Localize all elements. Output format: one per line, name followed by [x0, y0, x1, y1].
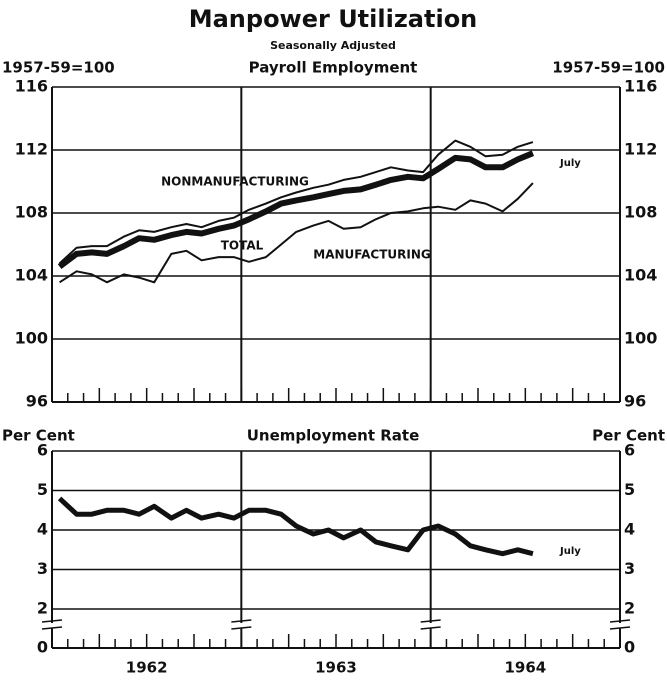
- y-tick-label: 104: [15, 266, 48, 285]
- y-axis-label: 1957-59=100: [2, 59, 115, 77]
- axis-break: [420, 626, 441, 630]
- axis-break: [41, 619, 63, 623]
- y-tick-label: 108: [15, 203, 48, 222]
- chart-subtitle: Seasonally Adjusted: [270, 39, 396, 52]
- y-axis-label: Per Cent: [2, 427, 75, 445]
- series-line: [57, 496, 534, 557]
- y-tick-label: 6: [37, 441, 48, 460]
- y-tick-label: 4: [37, 520, 48, 539]
- axis-break: [231, 626, 252, 630]
- y-tick-label: 3: [37, 559, 48, 578]
- series-line: [57, 150, 535, 270]
- y2-tick-label: 108: [624, 203, 657, 222]
- series-label: TOTAL: [221, 239, 264, 253]
- y2-tick-label: 100: [624, 329, 657, 348]
- series-line: [58, 139, 534, 265]
- y2-tick-label: 116: [624, 77, 657, 96]
- x-tick-label: 1963: [315, 659, 357, 677]
- y-tick-label: 116: [15, 77, 48, 96]
- annotation: July: [559, 158, 581, 169]
- axis-break: [420, 619, 441, 623]
- series-label: MANUFACTURING: [313, 248, 430, 262]
- annotation: July: [559, 546, 581, 557]
- y2-tick-label: 0: [624, 638, 635, 657]
- x-tick-label: 1964: [504, 659, 546, 677]
- axis-break: [611, 623, 629, 628]
- series-line: [59, 182, 534, 284]
- axis-break: [231, 619, 252, 623]
- y2-tick-label: 3: [624, 559, 635, 578]
- y2-tick-label: 4: [624, 520, 635, 539]
- series-label: NONMANUFACTURING: [161, 175, 309, 189]
- axis-break: [232, 623, 251, 628]
- axis-break: [609, 626, 631, 630]
- y2-tick-label: 96: [624, 392, 646, 411]
- y-tick-label: 2: [37, 599, 48, 618]
- y2-axis-label: Per Cent: [592, 427, 665, 445]
- y2-tick-label: 2: [624, 599, 635, 618]
- y-tick-label: 5: [37, 480, 48, 499]
- y2-axis-label: 1957-59=100: [552, 59, 665, 77]
- axis-break: [421, 623, 440, 628]
- y-tick-label: 112: [15, 140, 48, 159]
- x-tick-label: 1962: [126, 659, 168, 677]
- y-tick-label: 96: [26, 392, 48, 411]
- y2-tick-label: 6: [624, 441, 635, 460]
- axis-break: [41, 626, 63, 630]
- y2-tick-label: 104: [624, 266, 657, 285]
- y2-tick-label: 5: [624, 480, 635, 499]
- y-tick-label: 100: [15, 329, 48, 348]
- chart-title: Manpower Utilization: [189, 5, 478, 33]
- panel-title: Payroll Employment: [249, 59, 418, 77]
- axis-break: [609, 619, 631, 623]
- axis-break: [43, 623, 61, 628]
- y-tick-label: 0: [37, 638, 48, 657]
- panel-title: Unemployment Rate: [247, 427, 420, 445]
- y2-tick-label: 112: [624, 140, 657, 159]
